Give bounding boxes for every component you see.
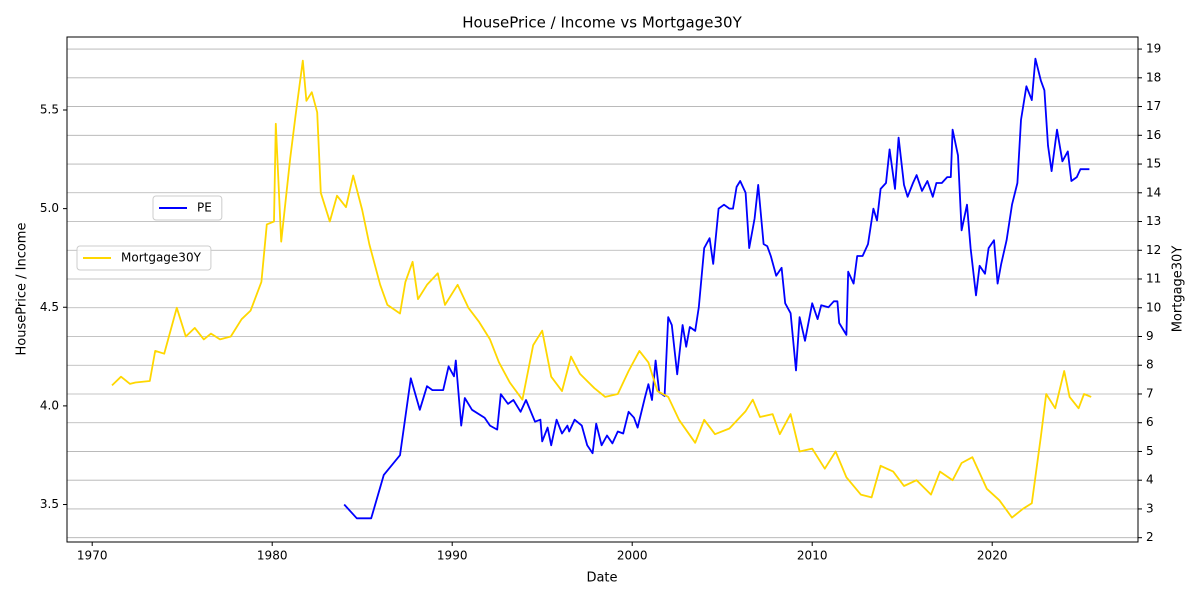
y2-tick-label: 18 <box>1146 70 1161 84</box>
y2-tick-label: 19 <box>1146 42 1161 56</box>
y2-tick-label: 10 <box>1146 300 1161 314</box>
y2-tick-label: 4 <box>1146 473 1154 487</box>
y-axis-label: HousePrice / Income <box>15 223 30 356</box>
data-line <box>111 59 1092 519</box>
y-tick-label: 3.5 <box>40 497 59 511</box>
x-tick-label: 2010 <box>797 549 828 563</box>
y2-tick-label: 3 <box>1146 501 1154 515</box>
y2-axis-label: Mortgage30Y <box>1171 246 1186 333</box>
x-tick-label: 1970 <box>77 549 108 563</box>
y2-tick-label: 14 <box>1146 185 1161 199</box>
y2-tick-label: 16 <box>1146 128 1161 142</box>
y2-tick-label: 7 <box>1146 386 1154 400</box>
legend-label: PE <box>197 201 212 215</box>
data-line <box>343 57 1090 520</box>
chart-title: HousePrice / Income vs Mortgage30Y <box>462 14 742 32</box>
legend-box <box>152 195 223 221</box>
y-tick-label: 4.0 <box>40 398 59 412</box>
y-tick-label: 5.0 <box>40 201 59 215</box>
legend-box <box>76 245 212 271</box>
y2-tick-label: 5 <box>1146 444 1154 458</box>
y-tick-label: 4.5 <box>40 300 59 314</box>
x-tick-label: 1980 <box>257 549 288 563</box>
y-tick-label: 5.5 <box>40 102 59 116</box>
plot-frame <box>66 36 1139 543</box>
x-tick-label: 2000 <box>617 549 648 563</box>
y2-tick-label: 2 <box>1146 530 1154 544</box>
x-tick-label: 1990 <box>437 549 468 563</box>
y2-tick-label: 17 <box>1146 99 1161 113</box>
y2-tick-label: 12 <box>1146 243 1161 257</box>
y2-tick-label: 15 <box>1146 157 1161 171</box>
legend-label: Mortgage30Y <box>121 251 202 265</box>
y2-tick-label: 8 <box>1146 358 1154 372</box>
y2-tick-label: 13 <box>1146 214 1161 228</box>
x-tick-label: 2020 <box>977 549 1008 563</box>
y2-tick-label: 9 <box>1146 329 1154 343</box>
y2-tick-label: 11 <box>1146 272 1161 286</box>
y2-tick-label: 6 <box>1146 415 1154 429</box>
x-axis-label: Date <box>586 571 617 586</box>
